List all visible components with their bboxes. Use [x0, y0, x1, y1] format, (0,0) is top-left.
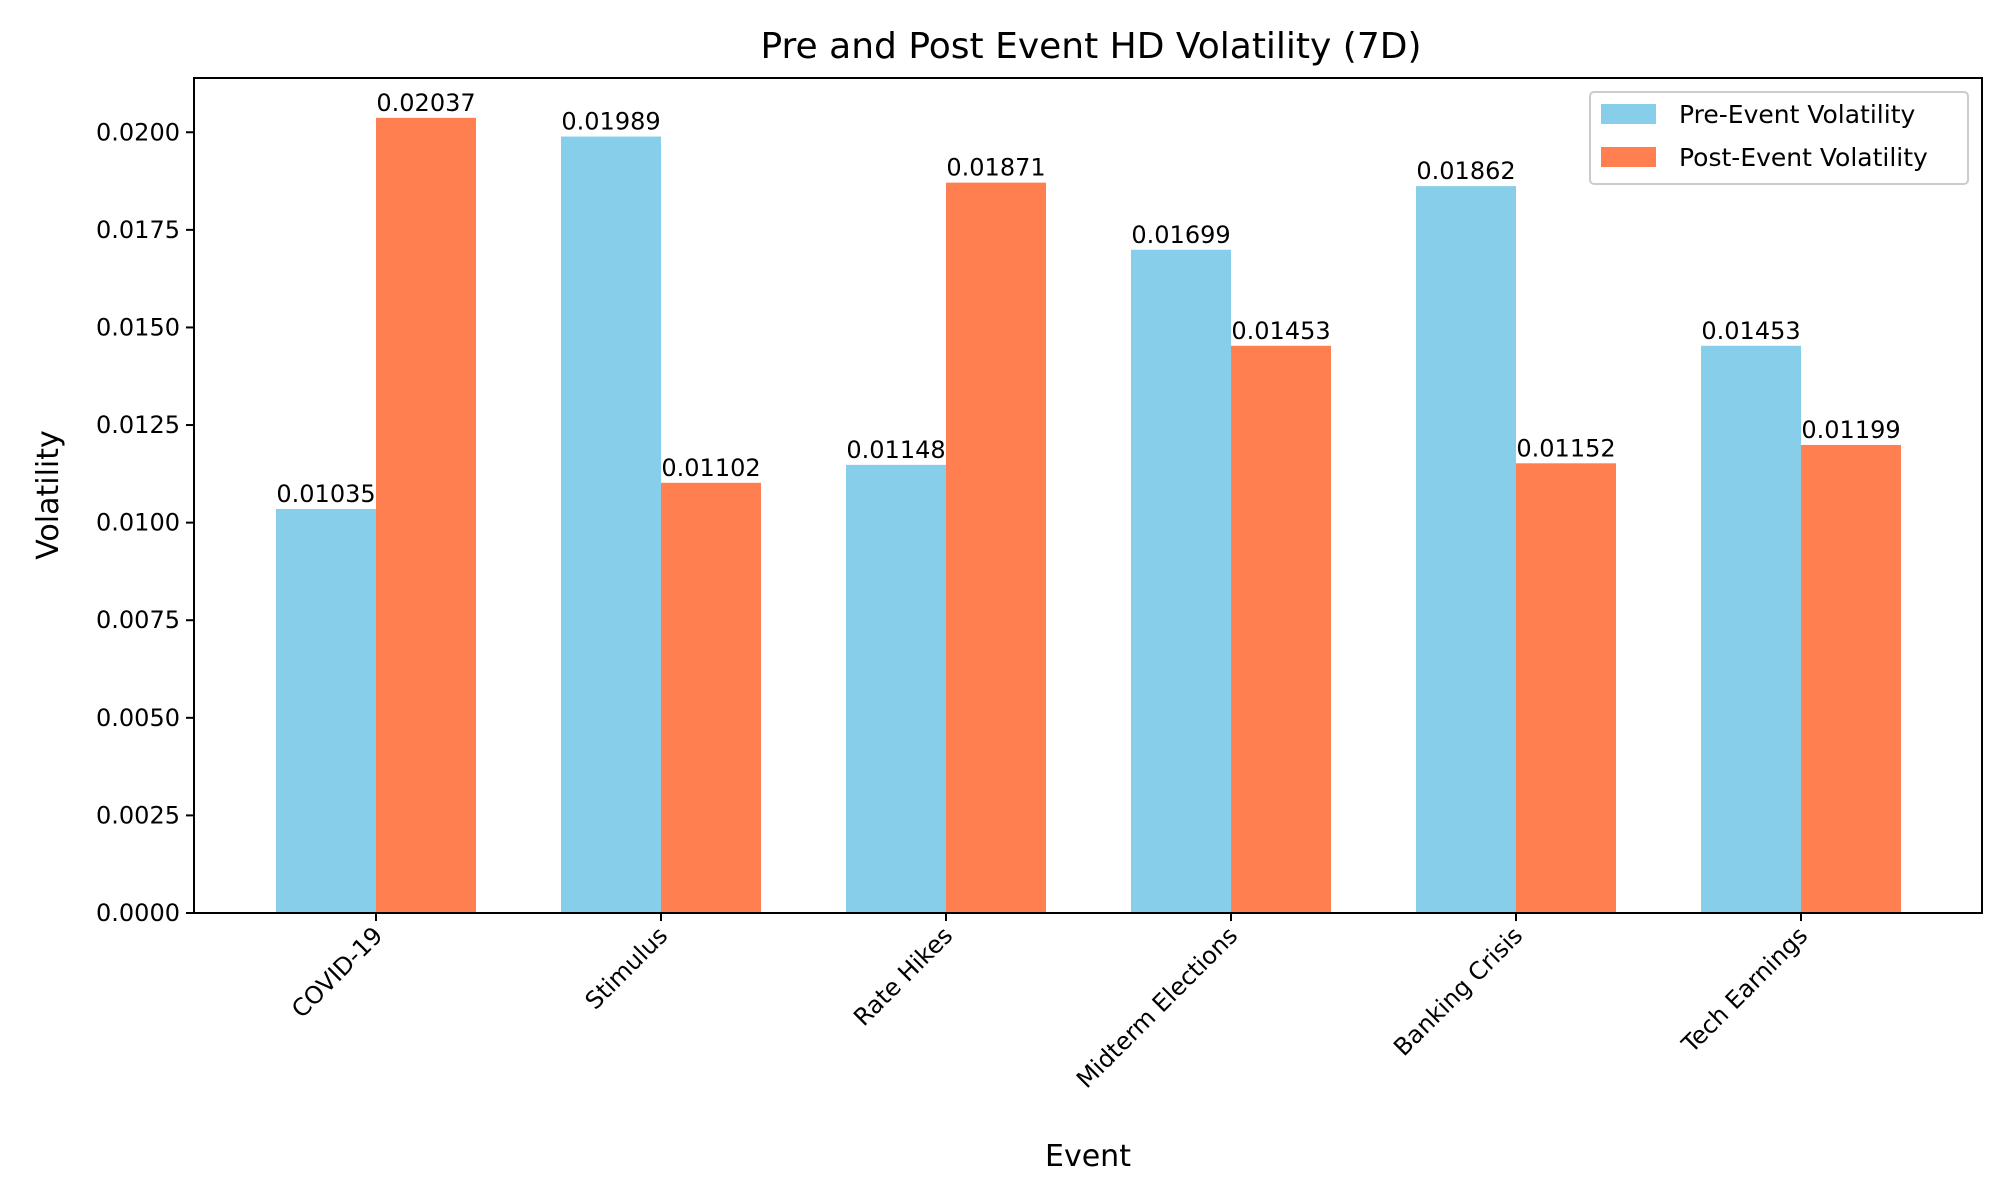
- legend-box: [1589, 91, 1969, 185]
- bar-pre-2: [846, 464, 946, 913]
- data-labels-layer: 0.01035 0.01989 0.01148 0.01699 0.01862 0.014…: [276, 89, 1900, 508]
- data-label-pre-1: 0.01989: [561, 108, 660, 136]
- data-label-post-0: 0.02037: [376, 89, 475, 117]
- legend-swatch-pre: [1601, 104, 1656, 124]
- y-tick-label: 0.0175: [96, 216, 180, 244]
- bar-post-3: [1231, 345, 1331, 914]
- data-label-post-3: 0.01453: [1231, 317, 1330, 345]
- bar-pre-3: [1131, 249, 1231, 913]
- y-tick-label: 0.0000: [96, 899, 180, 927]
- data-label-post-4: 0.01152: [1516, 434, 1615, 462]
- y-axis-label: Volatility: [31, 430, 66, 560]
- bar-pre-0: [276, 508, 376, 913]
- data-label-pre-2: 0.01148: [846, 436, 945, 464]
- x-tick-label: Rate Hikes: [848, 921, 958, 1031]
- bar-post-5: [1801, 444, 1901, 913]
- y-tick-label: 0.0075: [96, 606, 180, 634]
- bar-pre-4: [1416, 186, 1516, 913]
- y-tick-label: 0.0125: [96, 411, 180, 439]
- y-tick-label: 0.0150: [96, 313, 180, 341]
- data-label-pre-0: 0.01035: [276, 480, 375, 508]
- bar-post-4: [1516, 463, 1616, 913]
- plot-frame: [193, 77, 1983, 914]
- bar-pre-1: [561, 136, 661, 913]
- x-tick-label: Tech Earnings: [1676, 921, 1814, 1059]
- y-tick-label: 0.0100: [96, 509, 180, 537]
- legend-swatch-post: [1601, 147, 1656, 167]
- legend-label-post: Post-Event Volatility: [1679, 143, 1928, 172]
- y-tick-label: 0.0200: [96, 118, 180, 146]
- x-axis-label: Event: [1045, 1139, 1131, 1174]
- bar-pre-5: [1701, 345, 1801, 914]
- data-label-post-5: 0.01199: [1801, 416, 1900, 444]
- data-label-pre-5: 0.01453: [1701, 317, 1800, 345]
- bar-post-2: [946, 182, 1046, 913]
- bar-post-0: [376, 117, 476, 913]
- chart-title: Pre and Post Event HD Volatility (7D): [760, 26, 1421, 67]
- data-label-post-2: 0.01871: [946, 154, 1045, 182]
- data-label-pre-3: 0.01699: [1131, 221, 1230, 249]
- data-label-post-1: 0.01102: [661, 454, 760, 482]
- x-tick-label: Midterm Elections: [1071, 921, 1243, 1093]
- y-tick-label: 0.0025: [96, 801, 180, 829]
- legend-label-pre: Pre-Event Volatility: [1679, 100, 1915, 129]
- data-label-pre-4: 0.01862: [1416, 157, 1515, 185]
- y-axis: 0.0000 0.0025 0.0050 0.0075 0.0100 0.0125 0.01…: [96, 118, 194, 927]
- bars-layer: [276, 117, 1901, 914]
- x-tick-label: COVID-19: [286, 921, 388, 1023]
- x-tick-label: Banking Crisis: [1388, 921, 1528, 1061]
- legend: Pre-Event Volatility Post-Event Volatilit…: [1589, 91, 1969, 185]
- x-tick-label: Stimulus: [580, 921, 674, 1015]
- y-tick-label: 0.0050: [96, 704, 180, 732]
- x-axis: COVID-19 Stimulus Rate Hikes Midterm Electi…: [286, 913, 1813, 1094]
- bar-post-1: [661, 482, 761, 913]
